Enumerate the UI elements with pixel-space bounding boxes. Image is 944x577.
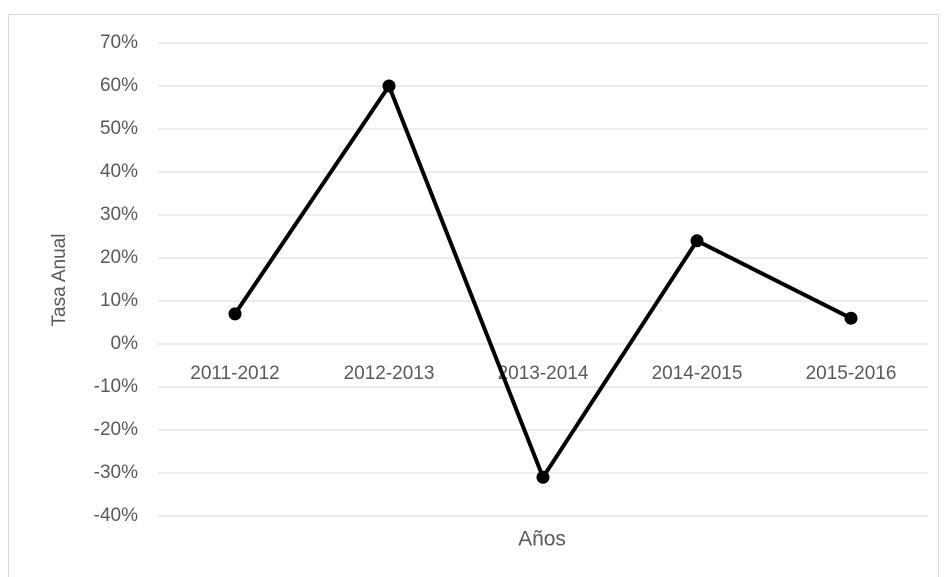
data-point xyxy=(382,79,396,93)
x-tick-label: 2011-2012 xyxy=(190,363,279,384)
y-axis-title: Tasa Anual xyxy=(49,234,70,327)
x-tick-label: 2013-2014 xyxy=(498,363,589,384)
x-tick-label: 2012-2013 xyxy=(344,363,435,384)
y-tick-label: 70% xyxy=(100,32,138,53)
y-tick-label: 60% xyxy=(100,75,138,96)
y-tick-label: -40% xyxy=(94,505,138,526)
data-point xyxy=(228,307,242,321)
x-tick-label: 2015-2016 xyxy=(806,363,897,384)
y-tick-label: 40% xyxy=(100,161,138,182)
x-tick-label: 2014-2015 xyxy=(652,363,743,384)
y-tick-label: 0% xyxy=(111,333,139,354)
x-axis-title: Años xyxy=(518,528,566,551)
y-tick-label: -20% xyxy=(94,419,138,440)
y-tick-label: -30% xyxy=(94,462,138,483)
data-point xyxy=(536,470,550,484)
y-tick-label: 10% xyxy=(100,290,138,311)
y-tick-label: 50% xyxy=(100,118,138,139)
data-point xyxy=(690,234,704,248)
y-tick-label: 20% xyxy=(100,247,138,268)
y-tick-label: -10% xyxy=(94,376,138,397)
y-tick-label: 30% xyxy=(100,204,138,225)
data-point xyxy=(844,311,858,325)
